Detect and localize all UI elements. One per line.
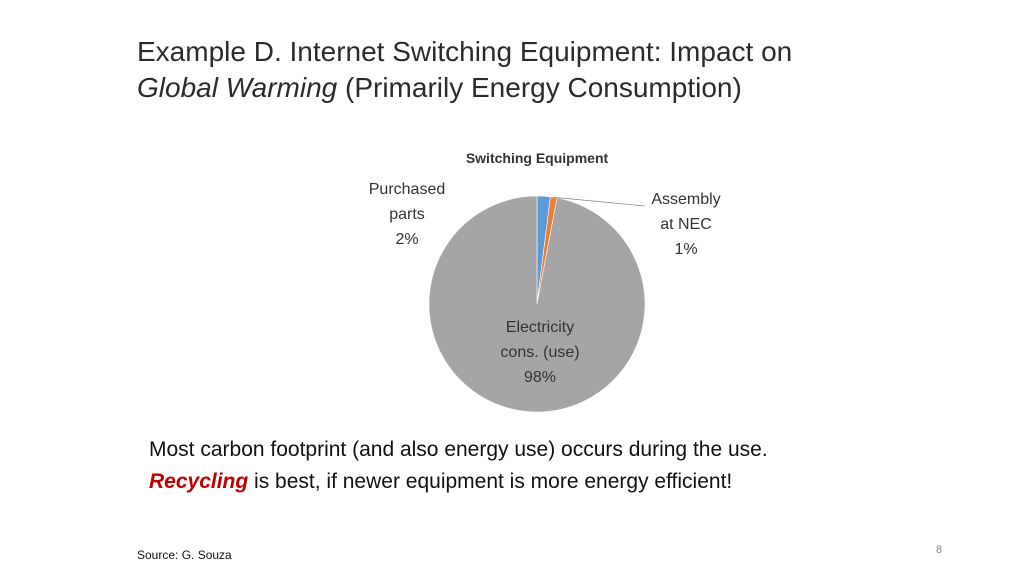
title-suffix: (Primarily Energy Consumption) — [337, 72, 742, 103]
slice-name-label: Electricity — [506, 319, 574, 336]
page-number: 8 — [936, 544, 943, 556]
body-line-2: Recycling is best, if newer equipment is… — [149, 466, 969, 498]
leader-line-assembly — [553, 196, 646, 207]
slice-label-3: Electricity cons. (use) 98% — [500, 319, 579, 386]
recycling-emphasis: Recycling — [149, 470, 249, 493]
slice-label-2: Assembly at NEC 1% — [651, 191, 720, 258]
slide-title: Example D. Internet Switching Equipment:… — [137, 34, 997, 106]
body-text: Most carbon footprint (and also energy u… — [149, 434, 969, 498]
pie-slices — [428, 195, 646, 413]
slice-name-label: Assembly — [651, 191, 720, 208]
slice-percent-label: 1% — [674, 241, 697, 258]
pie-slice-3 — [428, 195, 646, 413]
body-line-2-rest: is best, if newer equipment is more ener… — [248, 470, 733, 493]
slice-name-label: at NEC — [660, 216, 712, 233]
slice-name-label: cons. (use) — [500, 344, 579, 361]
title-emphasis: Internet Switching Equipment — [289, 36, 654, 67]
slice-name-label: parts — [389, 206, 425, 223]
title-prefix: Example D. — [137, 36, 290, 67]
slice-percent-label: 2% — [395, 231, 418, 248]
title-mid: : Impact on — [653, 36, 793, 67]
slice-name-label: Purchased — [369, 181, 446, 198]
source-note: Source: G. Souza — [137, 548, 232, 562]
pie-labels: Purchased parts 2% Assembly at NEC 1% Electric… — [369, 181, 721, 386]
body-line-1: Most carbon footprint (and also energy u… — [149, 438, 768, 461]
title-italic: Global Warming — [137, 72, 338, 103]
chart-title: Switching Equipment — [466, 150, 609, 166]
slice-label-1: Purchased parts 2% — [369, 181, 446, 248]
slice-percent-label: 98% — [524, 369, 556, 386]
